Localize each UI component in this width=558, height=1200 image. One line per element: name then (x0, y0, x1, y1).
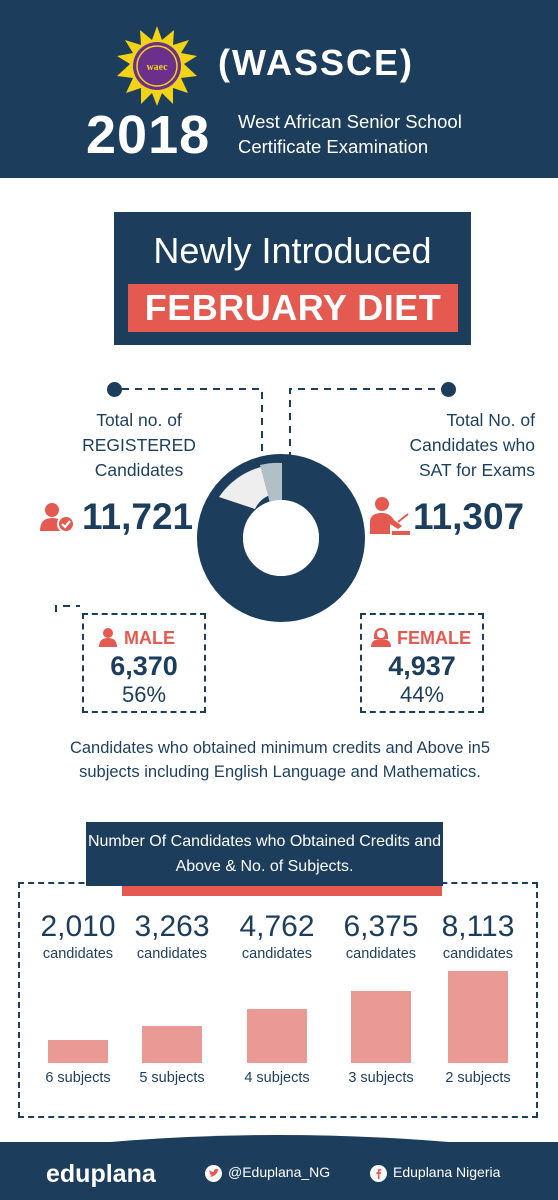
exam-full-name: West African Senior School Certificate E… (238, 111, 462, 157)
bar-category-label: 5 subjects (139, 1070, 205, 1086)
exam-acronym: (WASSCE) (218, 42, 414, 83)
bar (247, 1009, 307, 1063)
bar-unit-label: candidates (42, 946, 114, 962)
male-label: MALE (124, 628, 175, 648)
bar-unit-label: candidates (442, 946, 514, 962)
registration-donut (196, 453, 366, 623)
registered-label: Total no. of REGISTERED Candidates (82, 410, 196, 480)
bar-unit-label: candidates (241, 946, 313, 962)
sat-value: 11,307 (413, 496, 525, 537)
male-count: 6,370 (110, 651, 178, 681)
seal-text: waec (146, 62, 168, 73)
twitter-handle[interactable]: @Eduplana_NG (228, 1164, 331, 1180)
bar-value-label: 4,762 (239, 910, 315, 943)
bar (48, 1040, 108, 1063)
male-percent: 56% (121, 682, 167, 707)
bar (448, 971, 508, 1063)
connector-dot-right (441, 382, 456, 397)
footer (0, 1142, 558, 1200)
bar-category-label: 2 subjects (445, 1070, 511, 1086)
female-icon (370, 627, 392, 652)
bar-value-label: 6,375 (343, 910, 419, 943)
credits-heading-accent (122, 885, 442, 896)
eduplana-brand[interactable]: eduplana (46, 1160, 156, 1188)
facebook-page[interactable]: Eduplana Nigeria (393, 1164, 501, 1180)
bar-category-label: 3 subjects (348, 1070, 414, 1086)
waec-seal-icon: waec (117, 26, 197, 106)
bar (351, 991, 411, 1063)
registered-value: 11,721 (82, 496, 194, 537)
male-icon (98, 627, 118, 652)
female-count: 4,937 (388, 651, 456, 681)
bar-value-label: 2,010 (40, 910, 116, 943)
connector-dot-left (107, 382, 122, 397)
diet-highlight: FEBRUARY DIET (128, 284, 458, 332)
min-credits-caption: Candidates who obtained minimum credits … (69, 739, 491, 781)
header-banner: waec (WASSCE) 2018 West African Senior S… (0, 0, 558, 178)
exam-year: 2018 (86, 105, 211, 165)
sat-label: Total No. of Candidates who SAT for Exam… (409, 410, 536, 480)
bar (142, 1026, 202, 1063)
credits-heading: Number Of Candidates who Obtained Credit… (86, 822, 443, 886)
bar-category-label: 4 subjects (244, 1070, 310, 1086)
bar-value-label: 8,113 (441, 910, 515, 943)
facebook-icon[interactable] (370, 1165, 387, 1182)
twitter-icon[interactable] (205, 1165, 222, 1182)
diet-banner: Newly Introduced FEBRUARY DIET (114, 212, 471, 345)
registered-user-icon (40, 502, 76, 537)
bar-unit-label: candidates (136, 946, 208, 962)
female-label: FEMALE (397, 628, 471, 648)
male-box: MALE 6,370 56% (82, 613, 206, 713)
female-box: FEMALE 4,937 44% (360, 613, 484, 713)
female-percent: 44% (399, 682, 445, 707)
bar-category-label: 6 subjects (45, 1070, 111, 1086)
bar-value-label: 3,263 (134, 910, 210, 943)
waec-seal-logo: waec (117, 26, 197, 106)
connector-lines (55, 388, 448, 612)
diet-title: Newly Introduced (153, 230, 432, 271)
writing-candidate-icon (368, 496, 410, 541)
bar-unit-label: candidates (345, 946, 417, 962)
